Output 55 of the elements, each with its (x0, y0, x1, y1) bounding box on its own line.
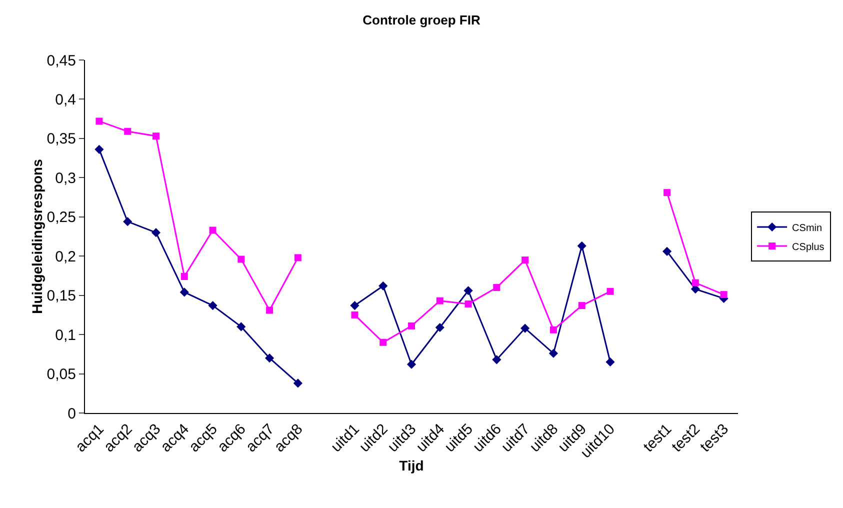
point (550, 326, 557, 334)
y-tick-label: 0,1 (55, 326, 76, 344)
y-tick-label: 0,45 (46, 52, 76, 70)
y-tick-label: 0,35 (46, 130, 76, 148)
point (266, 306, 274, 314)
point (578, 302, 586, 310)
point (606, 288, 614, 295)
point (152, 132, 160, 140)
point (209, 226, 216, 234)
y-tick-label: 0,4 (55, 91, 76, 108)
point (96, 118, 103, 125)
point (351, 311, 358, 318)
point (406, 360, 416, 369)
point (294, 254, 302, 262)
legend-label: CSplus (792, 242, 824, 253)
point (238, 256, 245, 263)
point (123, 217, 132, 226)
point (492, 355, 502, 364)
point (380, 338, 387, 346)
y-tick-label: 0 (68, 405, 76, 422)
y-axis-title: Huidgeleidingsrespons (28, 158, 45, 314)
legend-label: CSmin (792, 222, 822, 234)
y-tick-label: 0,2 (55, 248, 76, 266)
y-tick-label: 0,25 (46, 209, 76, 226)
point (493, 284, 500, 291)
point (464, 286, 473, 296)
point (606, 357, 615, 367)
point (520, 324, 530, 333)
point (408, 322, 415, 330)
point (664, 189, 671, 196)
point (522, 256, 529, 264)
point (180, 288, 189, 297)
point (436, 297, 444, 304)
y-tick-label: 0,3 (55, 170, 76, 187)
point (548, 348, 558, 358)
point (264, 354, 274, 363)
point (720, 291, 728, 298)
point (435, 322, 444, 332)
point (180, 273, 188, 280)
point (94, 144, 104, 154)
x-axis-title: Tijd (399, 458, 424, 474)
point (236, 322, 246, 332)
point (124, 128, 132, 135)
point (378, 281, 388, 290)
point (692, 279, 699, 286)
chart-title: Controle groep FIR (362, 12, 481, 28)
point (350, 300, 360, 310)
point (208, 300, 218, 310)
point (662, 246, 672, 256)
point (464, 300, 472, 308)
point (293, 378, 302, 388)
y-tick-label: 0,05 (46, 366, 76, 384)
point (577, 241, 586, 250)
y-tick-label: 0,15 (46, 288, 76, 305)
point (151, 228, 161, 238)
